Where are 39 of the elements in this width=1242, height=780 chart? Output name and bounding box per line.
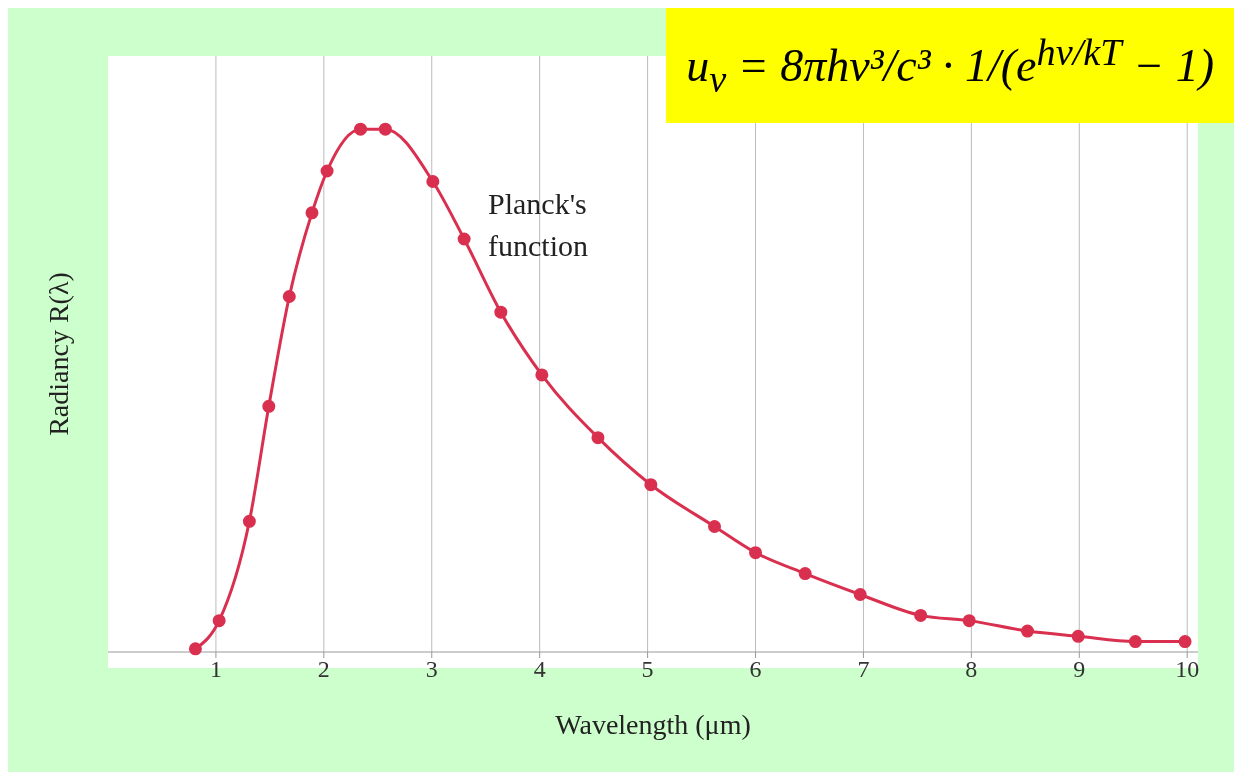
- x-tick-label: 8: [965, 656, 978, 683]
- point: [494, 305, 508, 319]
- point: [320, 164, 334, 178]
- point: [305, 206, 319, 220]
- point: [798, 567, 812, 581]
- point: [282, 289, 296, 303]
- point: [378, 122, 392, 136]
- annotation: Planck's function: [488, 186, 589, 264]
- x-tick-label: 7: [857, 656, 870, 683]
- point: [962, 614, 976, 628]
- point: [708, 520, 722, 534]
- point: [535, 368, 549, 382]
- x-tick-label: 3: [425, 656, 438, 683]
- x-tick-label: 2: [317, 656, 330, 683]
- point: [914, 608, 928, 622]
- x-tick-label: 10: [1175, 656, 1200, 683]
- point: [749, 546, 763, 560]
- point: [644, 478, 658, 492]
- point: [457, 232, 471, 246]
- y-axis-title: Radiancy R(λ): [42, 272, 74, 436]
- point: [354, 122, 368, 136]
- point: [242, 514, 256, 528]
- x-tick-label: 9: [1073, 656, 1086, 683]
- point: [262, 399, 276, 413]
- point: [591, 431, 605, 445]
- point: [1178, 635, 1192, 649]
- point: [426, 174, 440, 188]
- text: u$_{ν}$ = 8πhν³/c³ · 1/(e$^{hν/kT}$ − 1): [666, 8, 1234, 123]
- point: [1071, 629, 1085, 643]
- point: [212, 614, 226, 628]
- point: [188, 642, 202, 656]
- x-tick-label: 5: [641, 656, 654, 683]
- point: [853, 587, 867, 601]
- point: [1020, 624, 1034, 638]
- x-axis-title: Wavelength (μm): [555, 709, 751, 740]
- x-tick-label: 4: [533, 656, 546, 683]
- x-tick-label: 6: [749, 656, 762, 683]
- x-tick-label: 1: [209, 656, 222, 683]
- point: [1128, 635, 1142, 649]
